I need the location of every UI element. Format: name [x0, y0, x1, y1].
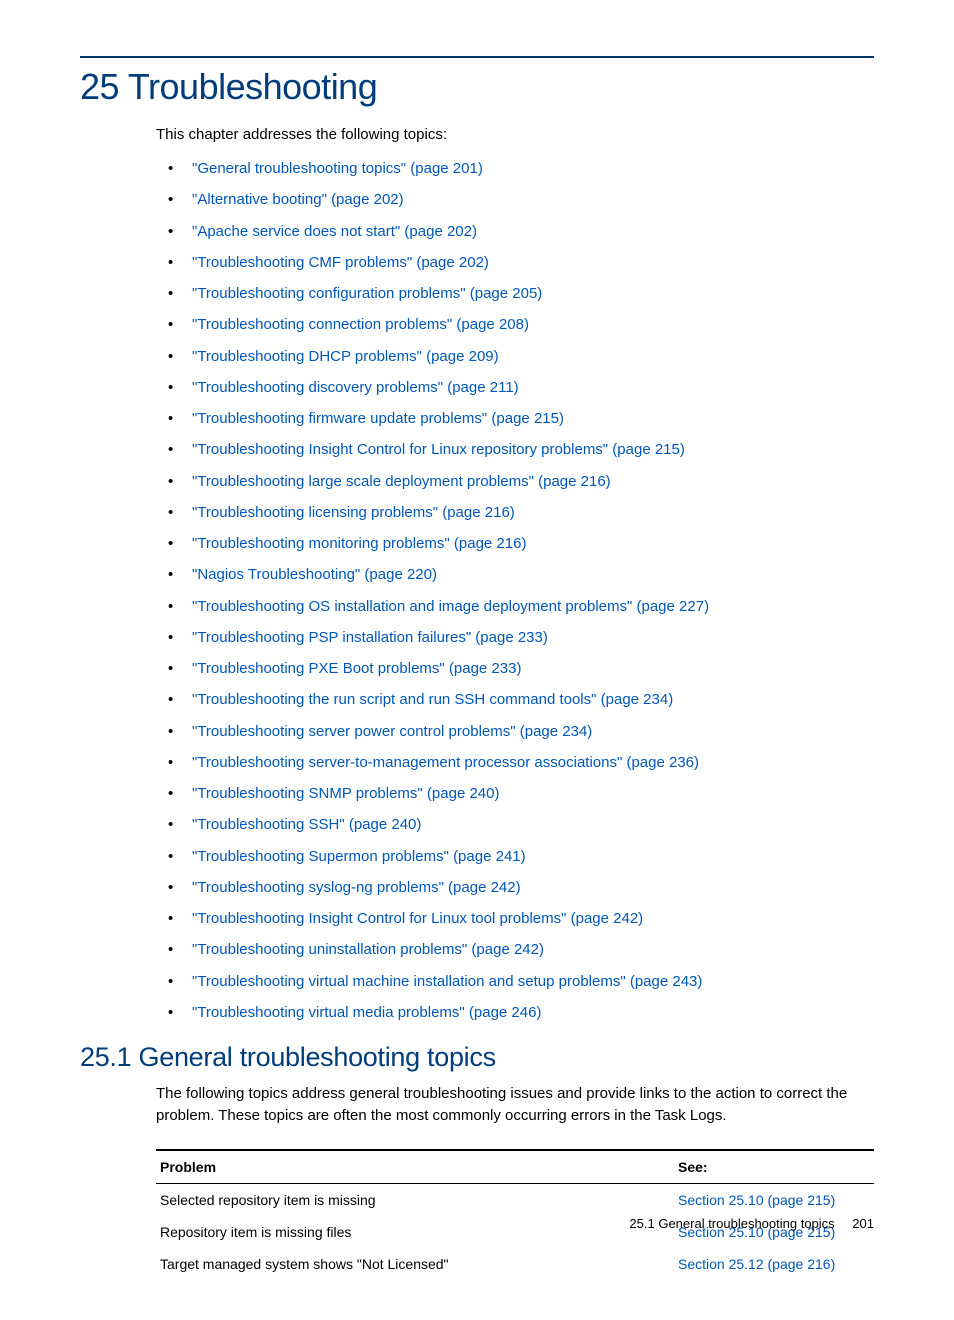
- topic-item: "Troubleshooting CMF problems" (page 202…: [156, 247, 874, 278]
- section-title: 25.1 General troubleshooting topics: [80, 1042, 874, 1073]
- topic-item: "Troubleshooting monitoring problems" (p…: [156, 528, 874, 559]
- chapter-intro: This chapter addresses the following top…: [156, 126, 874, 143]
- table-row: Target managed system shows "Not License…: [156, 1248, 874, 1280]
- topic-link[interactable]: "Troubleshooting monitoring problems" (p…: [192, 535, 526, 552]
- topic-link[interactable]: "Troubleshooting discovery problems" (pa…: [192, 379, 519, 396]
- topic-link[interactable]: "Troubleshooting PSP installation failur…: [192, 629, 548, 646]
- topic-item: "Alternative booting" (page 202): [156, 184, 874, 215]
- topic-link[interactable]: "Troubleshooting SNMP problems" (page 24…: [192, 785, 499, 802]
- section-text: The following topics address general tro…: [156, 1083, 874, 1127]
- see-link[interactable]: Section 25.12 (page 216): [678, 1256, 835, 1272]
- topic-item: "General troubleshooting topics" (page 2…: [156, 153, 874, 184]
- topic-link[interactable]: "Troubleshooting server-to-management pr…: [192, 754, 699, 771]
- table-cell-problem: Target managed system shows "Not License…: [156, 1248, 674, 1280]
- topic-link[interactable]: "Troubleshooting virtual media problems"…: [192, 1004, 541, 1021]
- topic-item: "Troubleshooting server power control pr…: [156, 716, 874, 747]
- topic-item: "Troubleshooting SSH" (page 240): [156, 809, 874, 840]
- topic-item: "Apache service does not start" (page 20…: [156, 216, 874, 247]
- topic-link[interactable]: "Troubleshooting Insight Control for Lin…: [192, 441, 685, 458]
- topic-link[interactable]: "Troubleshooting uninstallation problems…: [192, 941, 544, 958]
- topic-link[interactable]: "Troubleshooting configuration problems"…: [192, 285, 542, 302]
- problem-table: Problem See: Selected repository item is…: [156, 1149, 874, 1280]
- footer-page-number: 201: [852, 1216, 874, 1231]
- topic-item: "Troubleshooting PSP installation failur…: [156, 622, 874, 653]
- topic-item: "Troubleshooting the run script and run …: [156, 684, 874, 715]
- table-cell-problem: Selected repository item is missing: [156, 1183, 674, 1216]
- topic-link[interactable]: "Troubleshooting DHCP problems" (page 20…: [192, 348, 499, 365]
- topic-link[interactable]: "Troubleshooting PXE Boot problems" (pag…: [192, 660, 521, 677]
- table-header-problem: Problem: [156, 1150, 674, 1184]
- topic-item: "Troubleshooting virtual machine install…: [156, 966, 874, 997]
- topic-item: "Troubleshooting large scale deployment …: [156, 466, 874, 497]
- table-header-row: Problem See:: [156, 1150, 874, 1184]
- topic-item: "Troubleshooting SNMP problems" (page 24…: [156, 778, 874, 809]
- topic-link[interactable]: "Troubleshooting virtual machine install…: [192, 973, 702, 990]
- topic-item: "Troubleshooting PXE Boot problems" (pag…: [156, 653, 874, 684]
- topic-link[interactable]: "Troubleshooting connection problems" (p…: [192, 316, 529, 333]
- topic-link[interactable]: "Apache service does not start" (page 20…: [192, 223, 477, 240]
- top-rule: [80, 56, 874, 58]
- topic-list: "General troubleshooting topics" (page 2…: [156, 153, 874, 1028]
- topic-link[interactable]: "Troubleshooting the run script and run …: [192, 691, 673, 708]
- topic-link[interactable]: "Troubleshooting licensing problems" (pa…: [192, 504, 515, 521]
- topic-link[interactable]: "Nagios Troubleshooting" (page 220): [192, 566, 437, 583]
- topic-link[interactable]: "Troubleshooting syslog-ng problems" (pa…: [192, 879, 521, 896]
- topic-item: "Troubleshooting OS installation and ima…: [156, 591, 874, 622]
- table-cell-problem: Repository item is missing files: [156, 1216, 674, 1248]
- table-cell-see: Section 25.12 (page 216): [674, 1248, 874, 1280]
- chapter-title: 25 Troubleshooting: [80, 66, 874, 108]
- topic-item: "Troubleshooting Supermon problems" (pag…: [156, 841, 874, 872]
- topic-item: "Troubleshooting Insight Control for Lin…: [156, 434, 874, 465]
- topic-link[interactable]: "Troubleshooting Insight Control for Lin…: [192, 910, 643, 927]
- topic-item: "Troubleshooting syslog-ng problems" (pa…: [156, 872, 874, 903]
- topic-link[interactable]: "Troubleshooting firmware update problem…: [192, 410, 564, 427]
- page-footer: 25.1 General troubleshooting topics 201: [629, 1216, 874, 1231]
- table-row: Selected repository item is missingSecti…: [156, 1183, 874, 1216]
- topic-item: "Nagios Troubleshooting" (page 220): [156, 559, 874, 590]
- topic-item: "Troubleshooting configuration problems"…: [156, 278, 874, 309]
- topic-item: "Troubleshooting licensing problems" (pa…: [156, 497, 874, 528]
- topic-link[interactable]: "General troubleshooting topics" (page 2…: [192, 160, 483, 177]
- topic-link[interactable]: "Alternative booting" (page 202): [192, 191, 404, 208]
- topic-item: "Troubleshooting firmware update problem…: [156, 403, 874, 434]
- topic-item: "Troubleshooting server-to-management pr…: [156, 747, 874, 778]
- topic-item: "Troubleshooting connection problems" (p…: [156, 309, 874, 340]
- topic-link[interactable]: "Troubleshooting large scale deployment …: [192, 473, 611, 490]
- topic-link[interactable]: "Troubleshooting server power control pr…: [192, 723, 592, 740]
- page-content: 25 Troubleshooting This chapter addresse…: [0, 0, 954, 1320]
- topic-item: "Troubleshooting uninstallation problems…: [156, 934, 874, 965]
- table-cell-see: Section 25.10 (page 215): [674, 1183, 874, 1216]
- topic-item: "Troubleshooting discovery problems" (pa…: [156, 372, 874, 403]
- topic-link[interactable]: "Troubleshooting OS installation and ima…: [192, 598, 709, 615]
- see-link[interactable]: Section 25.10 (page 215): [678, 1192, 835, 1208]
- topic-item: "Troubleshooting virtual media problems"…: [156, 997, 874, 1028]
- table-header-see: See:: [674, 1150, 874, 1184]
- topic-link[interactable]: "Troubleshooting CMF problems" (page 202…: [192, 254, 489, 271]
- topic-link[interactable]: "Troubleshooting SSH" (page 240): [192, 816, 421, 833]
- topic-item: "Troubleshooting Insight Control for Lin…: [156, 903, 874, 934]
- topic-link[interactable]: "Troubleshooting Supermon problems" (pag…: [192, 848, 526, 865]
- footer-label: 25.1 General troubleshooting topics: [629, 1216, 834, 1231]
- topic-item: "Troubleshooting DHCP problems" (page 20…: [156, 341, 874, 372]
